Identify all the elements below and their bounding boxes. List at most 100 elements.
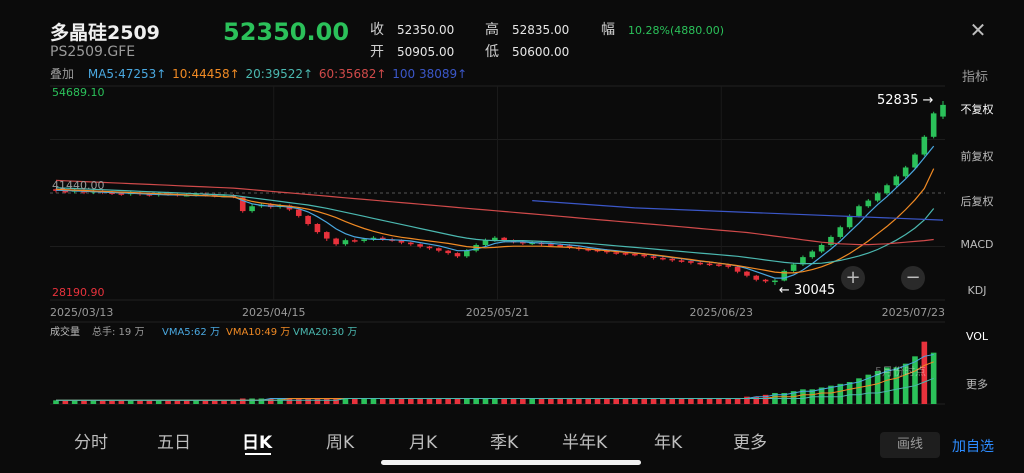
candle-body	[314, 224, 321, 233]
tab-quarterly-k[interactable]: 季K	[490, 433, 519, 453]
candle-body	[650, 256, 657, 258]
volume-bar	[351, 398, 358, 404]
volume-bar	[183, 400, 190, 404]
vma20-value: VMA20:30 万	[293, 327, 357, 338]
volume-bar	[865, 374, 872, 404]
candle-body	[118, 193, 125, 195]
candle-body	[426, 246, 433, 249]
chart-grid	[50, 85, 945, 405]
volume-bar	[473, 398, 479, 404]
zoom-out-button[interactable]: −	[901, 266, 925, 290]
y-top-label: 54689.10	[52, 86, 105, 99]
volume-bar	[650, 398, 657, 404]
candle-body	[762, 279, 769, 282]
volume-bar	[622, 398, 629, 404]
volume-bar	[202, 400, 209, 404]
candle-body	[632, 253, 638, 256]
volume-bar	[379, 398, 386, 404]
candle-body	[464, 250, 470, 257]
last-price: 52350.00	[223, 18, 350, 46]
tab-five-day[interactable]: 五日	[157, 433, 191, 453]
draw-line-button[interactable]: 画线	[880, 432, 940, 458]
open-value: 50905.00	[397, 45, 455, 59]
low-annotation: ← 30045	[779, 283, 835, 298]
side-item-vol[interactable]: VOL	[965, 330, 989, 343]
side-item-backward-adjust[interactable]: 后复权	[960, 195, 994, 208]
candle-body	[734, 266, 741, 272]
vma5-value: VMA5:62 万	[162, 327, 220, 338]
volume-bar	[370, 398, 377, 404]
volume-bar	[492, 398, 498, 404]
side-item-more[interactable]: 更多	[966, 378, 988, 391]
tab-daily-k[interactable]: 日K	[242, 433, 273, 453]
candle-body	[239, 197, 246, 212]
volume-bar	[146, 400, 153, 404]
active-tab-underline	[245, 453, 271, 455]
candle-body	[772, 280, 778, 283]
candle-body	[837, 227, 844, 237]
volume-bar	[174, 400, 181, 404]
volume-bar	[482, 398, 489, 404]
volume-bar	[613, 398, 620, 404]
candle-body	[716, 264, 722, 266]
side-item-kdj[interactable]: KDJ	[967, 284, 987, 297]
side-item-no-adjust[interactable]: 不复权	[960, 103, 994, 116]
volume-bar	[305, 398, 311, 404]
candle-body	[295, 209, 302, 216]
ma5-value: MA5:47253↑	[87, 67, 167, 81]
volume-bar	[398, 398, 405, 404]
candle-body	[781, 270, 788, 281]
candle-body	[884, 185, 890, 194]
volume-bar	[454, 398, 461, 404]
candle-body	[678, 260, 685, 262]
volume-bar	[221, 400, 227, 404]
candle-body	[529, 242, 535, 245]
side-item-macd[interactable]: MACD	[960, 238, 994, 251]
candle-body	[445, 250, 451, 254]
volume-bar	[342, 398, 349, 404]
candle-body	[641, 254, 648, 257]
volume-bar	[407, 398, 414, 404]
volume-bar	[277, 398, 283, 404]
tab-monthly-k[interactable]: 月K	[409, 433, 438, 453]
candle-body	[604, 250, 610, 253]
candle-body	[520, 241, 526, 244]
candle-body	[594, 249, 601, 252]
tab-more[interactable]: 更多	[733, 433, 767, 453]
candle-body	[940, 104, 946, 117]
volume-bar	[62, 400, 69, 404]
candle-body	[417, 244, 423, 247]
x-tick-label: 2025/05/21	[466, 306, 529, 319]
candle-body	[53, 189, 59, 191]
candle-body	[370, 237, 377, 240]
volume-bar	[127, 400, 134, 404]
volume-bar	[678, 398, 685, 404]
zoom-in-button[interactable]: +	[841, 266, 865, 290]
add-watchlist-button[interactable]: 加自选	[952, 439, 994, 455]
tab-intraday[interactable]: 分时	[74, 433, 108, 453]
overlay-label[interactable]: 叠加	[50, 67, 75, 81]
candle-body	[818, 245, 825, 252]
close-icon[interactable]: ✕	[969, 18, 987, 42]
candle-body	[874, 193, 881, 201]
tab-yearly-k[interactable]: 年K	[654, 433, 683, 453]
candle-body	[482, 240, 489, 246]
candle-body	[893, 176, 900, 186]
tab-weekly-k[interactable]: 周K	[326, 433, 355, 453]
high-label: 高	[485, 22, 499, 38]
candle-body	[361, 239, 367, 241]
volume-bar	[585, 398, 592, 404]
volume-total: 总手: 19 万	[92, 325, 144, 338]
volume-bar	[641, 398, 648, 404]
y-bottom-label: 28190.90	[52, 286, 105, 299]
volume-bars	[53, 341, 937, 404]
candle-body	[846, 215, 853, 228]
indicator-panel-header[interactable]: 指标	[962, 70, 989, 85]
tab-half-year-k[interactable]: 半年K	[562, 433, 608, 453]
volume-bar	[846, 382, 853, 404]
side-item-forward-adjust[interactable]: 前复权	[960, 150, 994, 163]
close-value: 52350.00	[397, 23, 455, 37]
candle-body	[800, 257, 806, 265]
candle-body	[828, 236, 834, 246]
